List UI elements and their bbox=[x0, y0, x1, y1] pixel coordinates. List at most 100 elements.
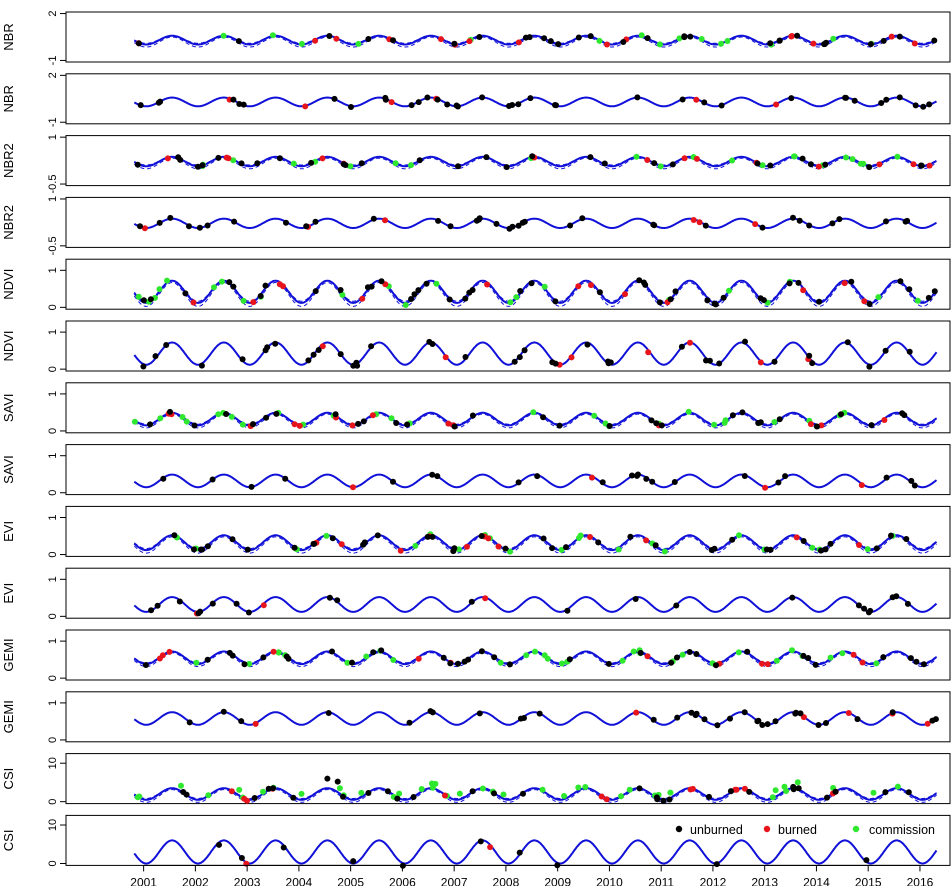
burned-point bbox=[466, 38, 473, 45]
y-tick-label: 10 bbox=[47, 819, 59, 831]
x-tick-label: 2014 bbox=[803, 875, 830, 886]
commission-point bbox=[240, 297, 247, 304]
commission-point bbox=[178, 782, 184, 789]
y-tick-label: 0 bbox=[47, 675, 59, 681]
unburned-point bbox=[606, 423, 613, 429]
unburned-point bbox=[575, 34, 582, 41]
panel-gemi-reference: 0 1 GEMI bbox=[1, 691, 951, 743]
unburned-point bbox=[478, 648, 485, 655]
commission-point bbox=[239, 421, 246, 428]
y-tick-label: 1 bbox=[47, 267, 59, 273]
unburned-point bbox=[186, 719, 193, 726]
unburned-point bbox=[896, 94, 903, 101]
unburned-point bbox=[712, 301, 719, 308]
unburned-point bbox=[687, 33, 694, 40]
unburned-point bbox=[863, 857, 870, 864]
unburned-point bbox=[446, 296, 453, 303]
y-tick-label: 0 bbox=[47, 551, 59, 557]
unburned-point bbox=[636, 277, 643, 284]
commission-point bbox=[135, 293, 142, 300]
unburned-point bbox=[793, 709, 799, 716]
commission-point bbox=[769, 794, 776, 801]
unburned-point bbox=[394, 795, 401, 802]
burned-point bbox=[588, 282, 594, 289]
unburned-point bbox=[331, 95, 338, 102]
fitted-curve bbox=[133, 596, 938, 613]
burned-point bbox=[333, 35, 340, 42]
commission-point bbox=[344, 659, 351, 666]
y-tick-label: 0 bbox=[47, 860, 59, 866]
commission-point bbox=[773, 657, 780, 664]
unburned-point bbox=[931, 37, 938, 44]
commission-point bbox=[236, 786, 243, 793]
panel-nbr-detected: -1 2 NBR bbox=[1, 11, 951, 65]
burned-point bbox=[810, 40, 817, 47]
commission-point bbox=[179, 414, 186, 420]
unburned-point bbox=[556, 422, 563, 429]
panels-group: -1 2 NBR -1 2 NBR -0.5 1 NBR2 -0.5 1 NBR2 0 1 NDVI 0 1 ND… bbox=[1, 11, 951, 869]
unburned-point bbox=[911, 482, 918, 489]
burned-point bbox=[845, 710, 852, 716]
unburned-point bbox=[390, 37, 396, 44]
unburned-point bbox=[720, 294, 727, 301]
burned-point bbox=[589, 474, 595, 481]
unburned-point bbox=[795, 785, 802, 792]
unburned-point bbox=[767, 40, 774, 47]
unburned-point bbox=[411, 291, 418, 298]
burned-point bbox=[190, 299, 197, 306]
commission-point bbox=[402, 302, 409, 308]
commission-point bbox=[870, 789, 877, 796]
unburned-point bbox=[285, 655, 292, 662]
unburned-point bbox=[516, 849, 523, 856]
unburned-point bbox=[693, 651, 700, 657]
commission-point bbox=[558, 546, 565, 553]
unburned-point bbox=[182, 290, 189, 297]
unburned-point bbox=[469, 412, 476, 419]
unburned-point bbox=[629, 472, 635, 479]
unburned-point bbox=[741, 473, 748, 479]
unburned-point bbox=[226, 279, 233, 286]
commission-point bbox=[347, 163, 354, 170]
burned-point bbox=[495, 543, 502, 550]
unburned-point bbox=[896, 33, 903, 40]
burned-point bbox=[644, 157, 651, 163]
commission-point bbox=[721, 419, 728, 426]
unburned-point bbox=[772, 718, 779, 725]
unburned-point bbox=[310, 540, 317, 547]
commission-point bbox=[914, 297, 921, 304]
burned-point bbox=[818, 422, 825, 429]
unburned-point bbox=[771, 358, 778, 365]
commission-point bbox=[418, 786, 425, 792]
y-tick-label: 0 bbox=[47, 799, 59, 805]
burned-point bbox=[764, 661, 771, 668]
unburned-point bbox=[283, 219, 289, 226]
unburned-point bbox=[795, 279, 802, 286]
commission-point bbox=[849, 156, 856, 163]
unburned-point bbox=[702, 222, 709, 229]
y-tick-label: -0.5 bbox=[47, 175, 59, 194]
burned-point bbox=[515, 39, 522, 46]
commission-point bbox=[724, 38, 731, 44]
unburned-point bbox=[477, 838, 484, 845]
unburned-point bbox=[829, 220, 836, 227]
unburned-point bbox=[517, 715, 524, 722]
y-axis-label: GEMI bbox=[1, 638, 16, 671]
x-tick-label: 2011 bbox=[648, 875, 674, 886]
commission-point bbox=[228, 413, 235, 420]
unburned-point bbox=[408, 296, 415, 302]
burned-point bbox=[644, 653, 651, 660]
unburned-point bbox=[245, 609, 252, 616]
commission-point bbox=[633, 153, 640, 160]
commission-point bbox=[260, 788, 266, 795]
unburned-point bbox=[703, 357, 709, 364]
unburned-point bbox=[209, 476, 216, 483]
unburned-point bbox=[454, 103, 461, 110]
unburned-point bbox=[506, 103, 512, 109]
burned-point bbox=[643, 537, 650, 544]
unburned-point bbox=[848, 278, 855, 285]
panel-evi-reference: 0 1 EVI bbox=[1, 567, 951, 619]
commission-point bbox=[156, 286, 163, 293]
unburned-point bbox=[904, 600, 911, 607]
unburned-point bbox=[332, 411, 339, 418]
unburned-point bbox=[462, 295, 469, 302]
